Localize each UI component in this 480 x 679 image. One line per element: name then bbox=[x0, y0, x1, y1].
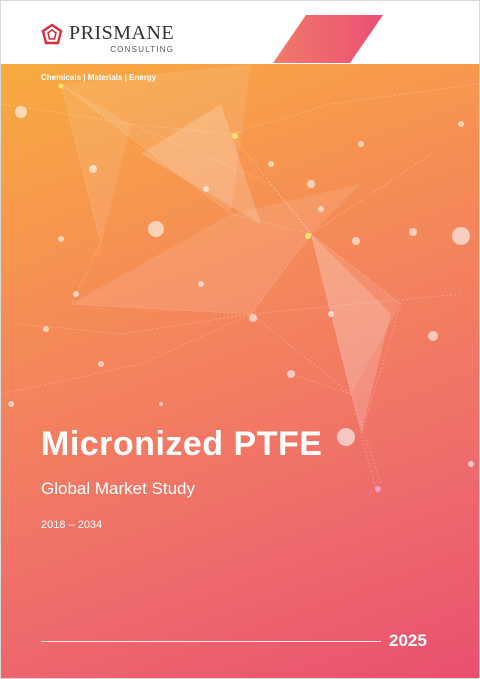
header-band: PRISMANE CONSULTING bbox=[1, 1, 479, 64]
footer-divider bbox=[41, 641, 381, 642]
report-title: Micronized PTFE bbox=[41, 425, 323, 463]
report-subtitle: Global Market Study bbox=[41, 479, 196, 498]
tagline: Chemicals | Materials | Energy bbox=[41, 73, 157, 82]
network-background bbox=[1, 64, 479, 492]
header-accent-shape bbox=[273, 15, 383, 63]
publication-year: 2025 bbox=[389, 631, 427, 650]
brand-name: PRISMANE bbox=[69, 22, 175, 44]
company-logo: PRISMANE CONSULTING bbox=[41, 23, 174, 54]
forecast-period: 2018 – 2034 bbox=[41, 519, 103, 531]
brand-subtitle: CONSULTING bbox=[110, 45, 175, 54]
prismane-logo-icon bbox=[41, 24, 63, 45]
